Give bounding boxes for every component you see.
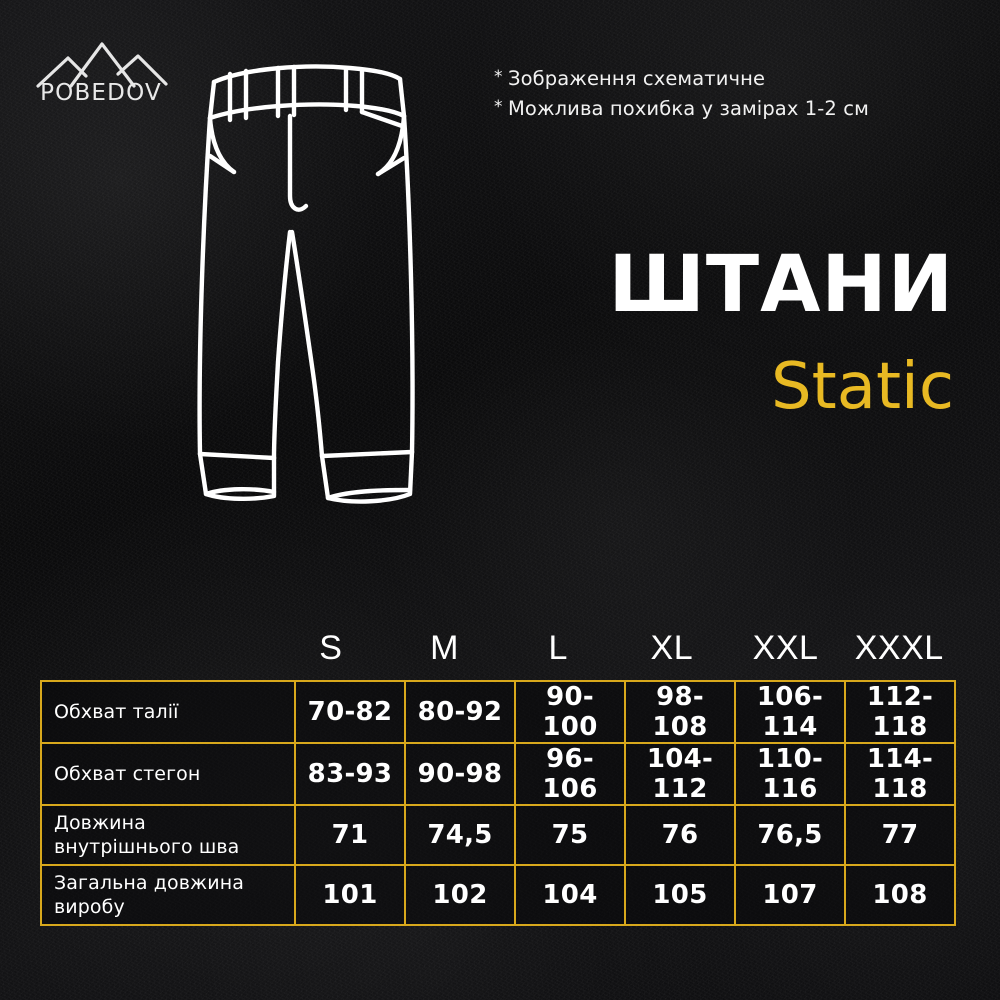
table-row: Загальна довжина виробу 101 102 104 105 … — [40, 864, 956, 926]
page-subtitle: Static — [771, 350, 954, 424]
size-header-m: M — [430, 629, 459, 667]
cell-inseam-xl: 76 — [624, 804, 736, 866]
cell-total-l: 104 — [514, 864, 626, 926]
cell-hips-m: 90-98 — [404, 742, 516, 806]
row-label-inseam: Довжина внутрішнього шва — [40, 804, 296, 866]
size-header-s: S — [319, 629, 343, 667]
disclaimer-line: * Можлива похибка у замірах 1-2 см — [494, 94, 934, 124]
cell-waist-l: 90-100 — [514, 680, 626, 744]
row-label-inseam-line2: внутрішнього шва — [54, 836, 240, 858]
cell-waist-xxl: 106-114 — [734, 680, 846, 744]
size-header-xxl: XXL — [752, 629, 819, 667]
row-label-waist: Обхват талії — [40, 680, 296, 744]
cell-waist-xxxl: 112-118 — [844, 680, 956, 744]
measurements-table: Обхват талії 70-82 80-92 90-100 98-108 1… — [40, 680, 956, 926]
mountain-peaks-icon — [36, 42, 168, 88]
cell-waist-s: 70-82 — [294, 680, 406, 744]
brand-logo: POBEDOV — [26, 36, 176, 110]
cell-inseam-m: 74,5 — [404, 804, 516, 866]
cell-total-s: 101 — [294, 864, 406, 926]
disclaimer-text: Можлива похибка у замірах 1-2 см — [508, 97, 869, 120]
cell-hips-xxxl: 114-118 — [844, 742, 956, 806]
row-label-total-length-line1: Загальна довжина — [54, 872, 244, 894]
size-header-l: L — [548, 629, 568, 667]
cell-inseam-s: 71 — [294, 804, 406, 866]
size-header-xl: XL — [650, 629, 694, 667]
row-label-total-length-line2: виробу — [54, 896, 125, 918]
pants-illustration — [197, 64, 415, 504]
size-header-xxxl: XXXL — [854, 629, 944, 667]
cell-inseam-xxxl: 77 — [844, 804, 956, 866]
cell-inseam-xxl: 76,5 — [734, 804, 846, 866]
size-header-row: S M L XL XXL XXXL — [40, 620, 956, 676]
table-row: Довжина внутрішнього шва 71 74,5 75 76 7… — [40, 804, 956, 866]
disclaimer-block: * Зображення схематичне * Можлива похибк… — [494, 64, 934, 124]
cell-total-xxxl: 108 — [844, 864, 956, 926]
page-title: ШТАНИ — [608, 240, 954, 330]
cell-waist-xl: 98-108 — [624, 680, 736, 744]
cell-inseam-l: 75 — [514, 804, 626, 866]
cell-total-m: 102 — [404, 864, 516, 926]
row-label-inseam-line1: Довжина — [54, 812, 146, 834]
cell-total-xl: 105 — [624, 864, 736, 926]
cell-hips-xl: 104-112 — [624, 742, 736, 806]
table-row: Обхват стегон 83-93 90-98 96-106 104-112… — [40, 742, 956, 806]
bullet-star-icon: * — [494, 67, 503, 87]
cell-hips-s: 83-93 — [294, 742, 406, 806]
cell-waist-m: 80-92 — [404, 680, 516, 744]
disclaimer-text: Зображення схематичне — [508, 67, 766, 90]
header-label-spacer — [40, 620, 274, 676]
brand-wordmark: POBEDOV — [40, 80, 162, 106]
cell-total-xxl: 107 — [734, 864, 846, 926]
table-row: Обхват талії 70-82 80-92 90-100 98-108 1… — [40, 680, 956, 744]
disclaimer-line: * Зображення схематичне — [494, 64, 934, 94]
row-label-total-length: Загальна довжина виробу — [40, 864, 296, 926]
bullet-star-icon: * — [494, 97, 503, 117]
cell-hips-l: 96-106 — [514, 742, 626, 806]
row-label-hips: Обхват стегон — [40, 742, 296, 806]
cell-hips-xxl: 110-116 — [734, 742, 846, 806]
